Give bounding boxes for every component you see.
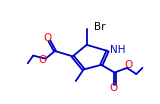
Text: Br: Br [94,22,105,32]
Text: O: O [124,60,133,70]
Text: O: O [43,33,51,43]
Text: O: O [110,83,118,93]
Text: O: O [38,55,47,65]
Text: NH: NH [110,45,125,55]
